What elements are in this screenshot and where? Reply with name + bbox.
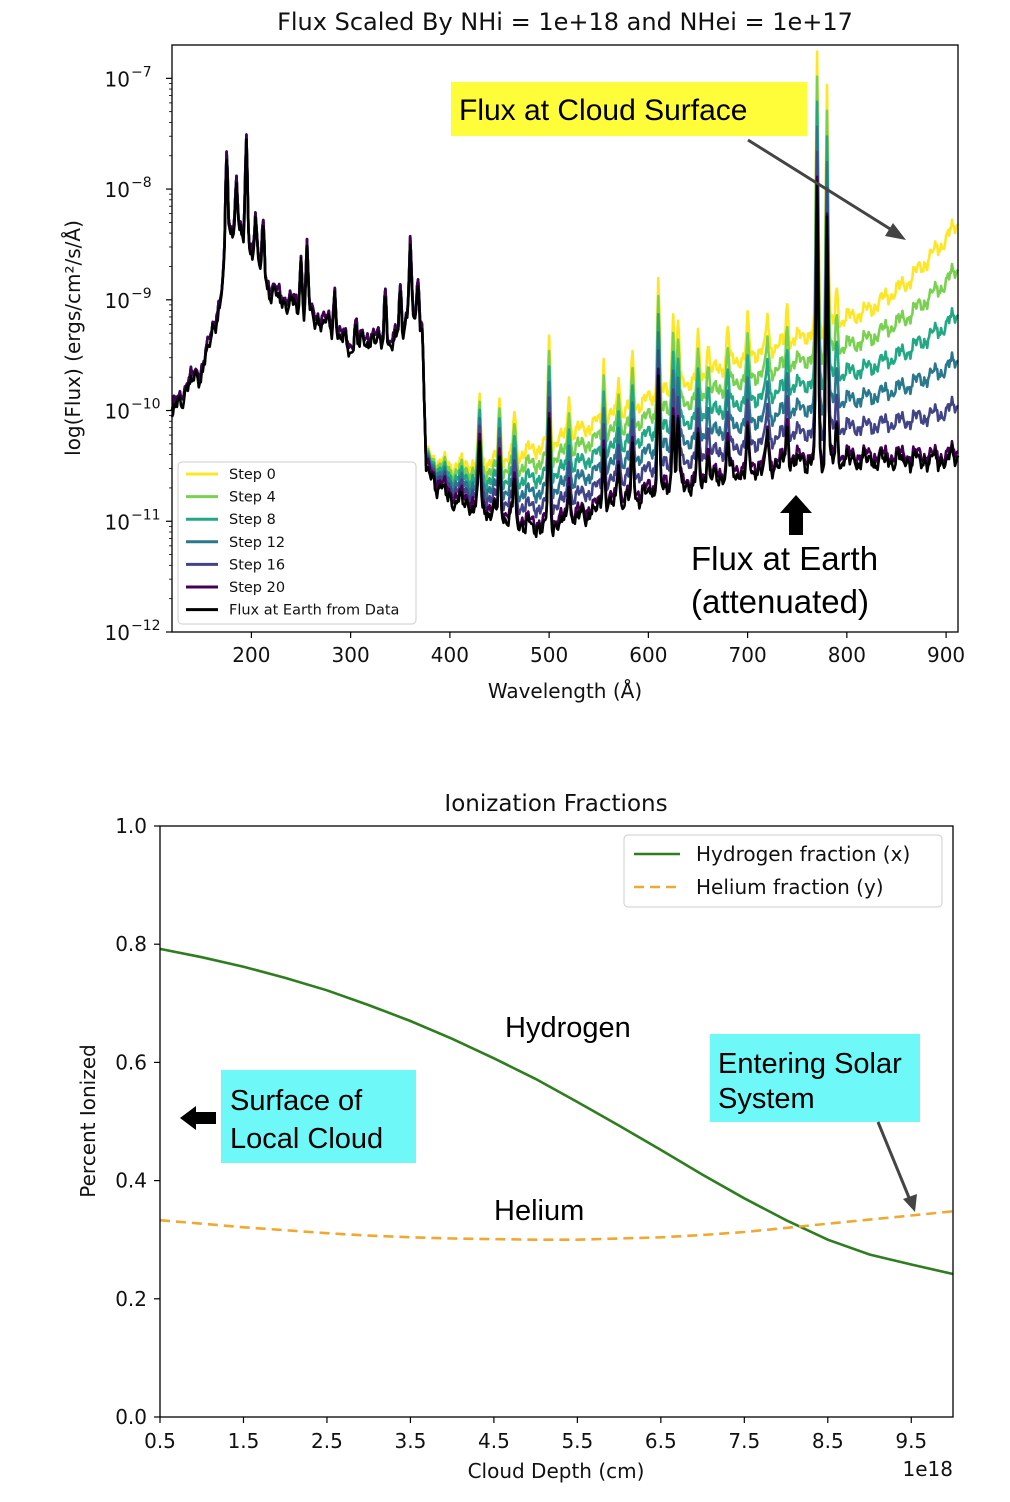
flux-annotations: Flux at Cloud Surface Flux at Earth (att… [451,82,906,620]
flux-y-tick-exponent: −11 [131,507,161,523]
ionization-x-tick-label: 1.5 [228,1429,260,1453]
ionization-x-tick-label: 8.5 [812,1429,844,1453]
hydrogen-fraction-line [159,947,954,1276]
surface-left-arrow-icon [180,1106,216,1130]
ionization-legend: Hydrogen fraction (x) Helium fraction (y) [623,834,943,908]
flux-y-tick-label: 10 [105,621,130,645]
flux-legend: Step 0 Step 4 Step 8 Step 12 Step 16 Step 20 F… [177,461,417,625]
ionization-y-axis-label: Percent Ionized [76,1044,100,1197]
helium-label: Helium [494,1195,584,1227]
ionization-axes: 0.5 1.5 2.5 3.5 4.5 5.5 6.5 7.5 8.5 9.5 0.0 0.2 0.4 0… [115,814,927,1453]
ionization-y-tick-label: 0.0 [115,1405,147,1429]
flux-x-tick-label: 300 [332,643,370,667]
cloud-surface-label-box [451,82,807,136]
cloud-surface-label: Flux at Cloud Surface [459,94,747,127]
flux-legend-label: Step 12 [229,535,285,551]
flux-x-tick-label: 800 [828,643,866,667]
flux-y-tick-label: 10 [105,67,130,91]
ionization-plot-frame [159,825,954,1418]
flux-x-axis-label: Wavelength (Å) [488,679,642,703]
ionization-chart: Ionization Fractions 0.5 1.5 2.5 3.5 4.5 5.5 6… [76,791,954,1483]
earth-flux-up-arrow-icon [780,495,812,535]
ionization-legend-label: Helium fraction (y) [696,875,884,899]
helium-fraction-line [159,1210,954,1241]
ionization-annotations: Hydrogen Helium Surface of Local Cloud E… [180,1012,920,1227]
ionization-x-tick-label: 0.5 [144,1429,176,1453]
solar-system-arrow [876,1121,912,1201]
flux-y-tick-exponent: −12 [131,618,161,634]
solar-system-arrowhead [903,1194,917,1212]
flux-legend-frame [177,461,417,625]
ionization-x-axis-label: Cloud Depth (cm) [468,1459,645,1483]
surface-label-line2: Local Cloud [230,1123,383,1155]
ionization-x-offset-label: 1e18 [903,1457,953,1481]
surface-label-line1: Surface of [230,1085,363,1117]
ionization-x-tick-label: 5.5 [561,1429,593,1453]
ionization-series-group [159,947,954,1276]
flux-legend-label: Step 0 [229,467,276,483]
cloud-surface-arrowhead [885,223,906,240]
ionization-chart-title: Ionization Fractions [444,791,667,817]
ionization-legend-label: Hydrogen fraction (x) [696,842,910,866]
flux-legend-label: Step 4 [229,490,276,506]
flux-x-tick-label: 700 [729,643,767,667]
ionization-x-tick-label: 4.5 [478,1429,510,1453]
flux-legend-label: Step 16 [229,557,285,573]
solar-system-label-line2: System [718,1083,815,1115]
earth-flux-label: Flux at Earth [691,540,878,577]
flux-legend-label: Step 8 [229,512,276,528]
ionization-x-tick-label: 6.5 [645,1429,677,1453]
flux-y-tick-label: 10 [105,510,130,534]
flux-chart-title: Flux Scaled By NHi = 1e+18 and NHei = 1e… [277,8,853,36]
flux-plot-frame [171,44,959,633]
flux-y-tick-label: 10 [105,400,130,424]
ionization-y-tick-label: 0.6 [115,1050,147,1074]
earth-flux-sublabel: (attenuated) [691,583,869,620]
flux-y-tick-exponent: −8 [131,175,152,191]
flux-x-tick-label: 200 [232,643,270,667]
ionization-legend-frame [623,834,943,908]
flux-y-axis-label: log(Flux) (ergs/cm²/s/Å) [61,220,85,456]
ionization-x-tick-label: 9.5 [895,1429,927,1453]
flux-series-line [170,138,960,538]
flux-legend-label: Flux at Earth from Data [229,603,399,619]
flux-series-group [170,50,960,538]
flux-y-tick-exponent: −9 [131,286,152,302]
flux-y-tick-exponent: −10 [131,397,161,413]
flux-y-tick-label: 10 [105,178,130,202]
solar-system-label-box [710,1034,920,1122]
hydrogen-label: Hydrogen [505,1012,631,1044]
ionization-x-tick-label: 3.5 [395,1429,427,1453]
surface-label-box [221,1070,416,1163]
cloud-surface-arrow [747,138,896,234]
ionization-y-tick-label: 1.0 [115,814,147,838]
flux-x-tick-label: 400 [431,643,469,667]
flux-y-tick-label: 10 [105,289,130,313]
ionization-y-tick-label: 0.2 [115,1287,147,1311]
flux-y-tick-exponent: −7 [131,64,152,80]
flux-chart: Flux Scaled By NHi = 1e+18 and NHei = 1e… [61,8,965,703]
flux-x-tick-label: 600 [629,643,667,667]
ionization-y-tick-label: 0.4 [115,1169,147,1193]
flux-x-tick-label: 900 [927,643,965,667]
ionization-x-tick-label: 7.5 [728,1429,760,1453]
ionization-y-tick-label: 0.8 [115,932,147,956]
flux-legend-label: Step 20 [229,580,285,596]
ionization-x-tick-label: 2.5 [311,1429,343,1453]
flux-x-tick-label: 500 [530,643,568,667]
solar-system-label-line1: Entering Solar [718,1048,902,1080]
